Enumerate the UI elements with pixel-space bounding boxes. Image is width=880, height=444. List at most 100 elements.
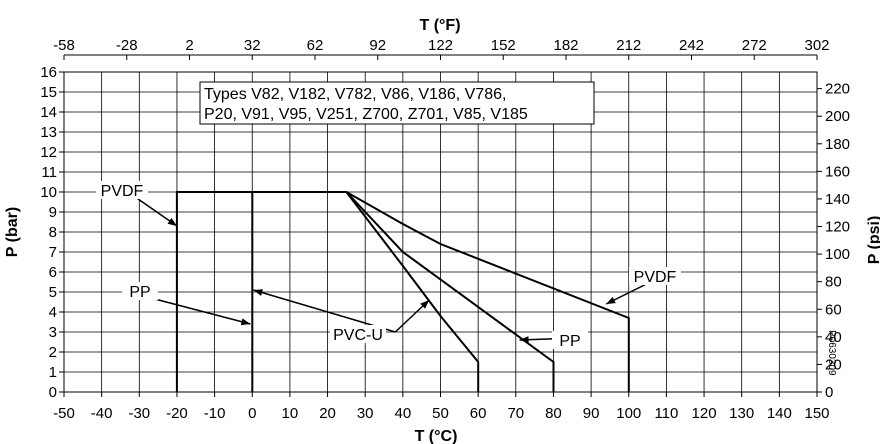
series-line-pvdf bbox=[175, 191, 630, 392]
x-tick-label: 80 bbox=[545, 405, 562, 422]
y-tick-label: 1 bbox=[49, 364, 57, 381]
x-tick-label: 110 bbox=[654, 405, 678, 422]
x2-tick-label: 32 bbox=[244, 37, 261, 54]
annotation-arrowhead-5 bbox=[606, 296, 616, 304]
x-tick-label: -50 bbox=[53, 405, 75, 422]
y2-tick-label: 0 bbox=[825, 384, 833, 401]
x-tick-label: 150 bbox=[804, 405, 829, 422]
annotation-arrowhead-1 bbox=[240, 318, 251, 326]
annotation-labels: PVDF PP PVC-U PP PVDF bbox=[96, 181, 681, 350]
y-tick-label: 5 bbox=[49, 284, 57, 301]
x-tick-label: 60 bbox=[470, 405, 487, 422]
axis-ticks bbox=[59, 55, 822, 397]
x-tick-label: 50 bbox=[432, 405, 449, 422]
y-tick-label: 8 bbox=[49, 224, 57, 241]
y-axis-title: P (bar) bbox=[4, 207, 21, 257]
pvcu-label-box bbox=[330, 325, 386, 343]
x-tick-label: 40 bbox=[395, 405, 412, 422]
y2-tick-label: 40 bbox=[825, 329, 842, 346]
x2-tick-label: 212 bbox=[616, 37, 641, 54]
y-tick-label: 6 bbox=[49, 264, 57, 281]
y-tick-label: 11 bbox=[41, 164, 57, 181]
x2-tick-label: 62 bbox=[307, 37, 324, 54]
y-tick-label: 14 bbox=[40, 104, 57, 121]
y2-tick-label: 180 bbox=[825, 136, 850, 153]
y2-tick-label: 220 bbox=[825, 81, 850, 98]
x-tick-label: 70 bbox=[507, 405, 524, 422]
y-tick-label: 3 bbox=[49, 324, 57, 341]
x2-tick-label: -28 bbox=[116, 37, 138, 54]
y2-tick-label: 160 bbox=[825, 163, 850, 180]
x-tick-label: 140 bbox=[767, 405, 792, 422]
y2-tick-label: 20 bbox=[825, 356, 842, 373]
types-note: Types V82, V182, V782, V86, V186, V786, … bbox=[199, 81, 595, 125]
y2-tick-labels: 0 20 40 60 80 100 120 140 160 180 200 220 bbox=[825, 81, 850, 401]
series-line-pp bbox=[251, 191, 555, 392]
y-tick-label: 16 bbox=[40, 64, 57, 81]
x-tick-label: 10 bbox=[282, 405, 299, 422]
annotation-arrowhead-0 bbox=[167, 217, 177, 226]
x-tick-label: 130 bbox=[729, 405, 754, 422]
x2-tick-label: 122 bbox=[428, 37, 453, 54]
y2-axis-title: P (psi) bbox=[866, 216, 880, 265]
pp-left-label: PP bbox=[129, 284, 150, 301]
x2-tick-label: 2 bbox=[185, 37, 193, 54]
pp-right-label: PP bbox=[559, 333, 580, 350]
pp-left-label-box bbox=[122, 282, 158, 300]
figure-code: P0630309 bbox=[826, 330, 837, 376]
series-lines bbox=[175, 191, 630, 392]
x2-tick-label: 242 bbox=[679, 37, 704, 54]
types-note-line-1: Types V82, V182, V782, V86, V186, V786, bbox=[204, 86, 506, 103]
x2-tick-label: 152 bbox=[491, 37, 516, 54]
x-tick-label: 100 bbox=[616, 405, 641, 422]
x2-tick-label: 272 bbox=[742, 37, 767, 54]
y-tick-label: 12 bbox=[40, 144, 57, 161]
x-tick-label: -10 bbox=[204, 405, 226, 422]
annotation-arrowhead-4 bbox=[519, 336, 529, 344]
x-tick-label: 30 bbox=[357, 405, 374, 422]
y-tick-label: 13 bbox=[40, 124, 57, 141]
x2-tick-label: 92 bbox=[369, 37, 386, 54]
x-axis-title: T (°C) bbox=[415, 428, 458, 444]
y-tick-label: 7 bbox=[49, 244, 57, 261]
x-tick-label: -30 bbox=[128, 405, 150, 422]
x2-tick-label: 182 bbox=[553, 37, 578, 54]
y-tick-label: 15 bbox=[40, 84, 57, 101]
pp-right-label-box bbox=[552, 331, 588, 349]
annotation-arrowhead-3 bbox=[420, 300, 430, 309]
pvcu-label: PVC-U bbox=[333, 327, 383, 344]
y-tick-label: 0 bbox=[49, 384, 57, 401]
annotation-arrowhead-2 bbox=[253, 289, 264, 296]
x-tick-label: 20 bbox=[319, 405, 336, 422]
y2-tick-label: 100 bbox=[825, 246, 850, 263]
types-note-box bbox=[199, 81, 595, 125]
x2-tick-label: 302 bbox=[804, 37, 829, 54]
y2-tick-label: 80 bbox=[825, 274, 842, 291]
x2-axis-title: T (°F) bbox=[419, 17, 460, 34]
y2-tick-label: 120 bbox=[825, 219, 850, 236]
x-tick-label: 120 bbox=[692, 405, 717, 422]
y-tick-label: 2 bbox=[49, 344, 57, 361]
x2-tick-labels: -58 -28 2 32 62 92 122 152 182 212 242 272 302 bbox=[53, 37, 829, 54]
x-tick-labels: -50 -40 -30 -20 -10 0 10 20 30 40 50 60 70 80 90 100 110… bbox=[53, 405, 829, 422]
x-tick-label: 0 bbox=[248, 405, 256, 422]
x2-tick-label: -58 bbox=[53, 37, 75, 54]
pvdf-left-label-box bbox=[96, 181, 148, 199]
pvdf-right-label-box bbox=[629, 267, 681, 285]
y2-tick-label: 140 bbox=[825, 191, 850, 208]
y-tick-label: 10 bbox=[40, 184, 57, 201]
types-note-line-2: P20, V91, V95, V251, Z700, Z701, V85, V1… bbox=[204, 106, 528, 123]
pvdf-left-label: PVDF bbox=[101, 183, 144, 200]
x-tick-label: -40 bbox=[91, 405, 113, 422]
y-tick-label: 9 bbox=[49, 204, 57, 221]
y-tick-label: 4 bbox=[49, 304, 57, 321]
x-tick-label: 90 bbox=[583, 405, 600, 422]
x-tick-label: -20 bbox=[166, 405, 188, 422]
pvdf-right-label: PVDF bbox=[634, 269, 677, 286]
grid bbox=[64, 72, 817, 392]
y2-tick-label: 60 bbox=[825, 301, 842, 318]
y2-tick-label: 200 bbox=[825, 108, 850, 125]
